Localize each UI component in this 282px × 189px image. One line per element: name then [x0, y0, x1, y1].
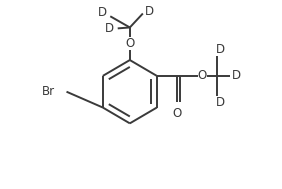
Text: D: D — [232, 69, 241, 82]
Text: O: O — [173, 107, 182, 120]
Text: D: D — [145, 5, 154, 18]
Text: D: D — [105, 22, 114, 35]
Text: D: D — [215, 43, 225, 56]
Text: O: O — [125, 37, 135, 50]
Text: D: D — [215, 96, 225, 109]
Text: O: O — [198, 69, 207, 82]
Text: Br: Br — [42, 85, 55, 98]
Text: D: D — [98, 6, 107, 19]
